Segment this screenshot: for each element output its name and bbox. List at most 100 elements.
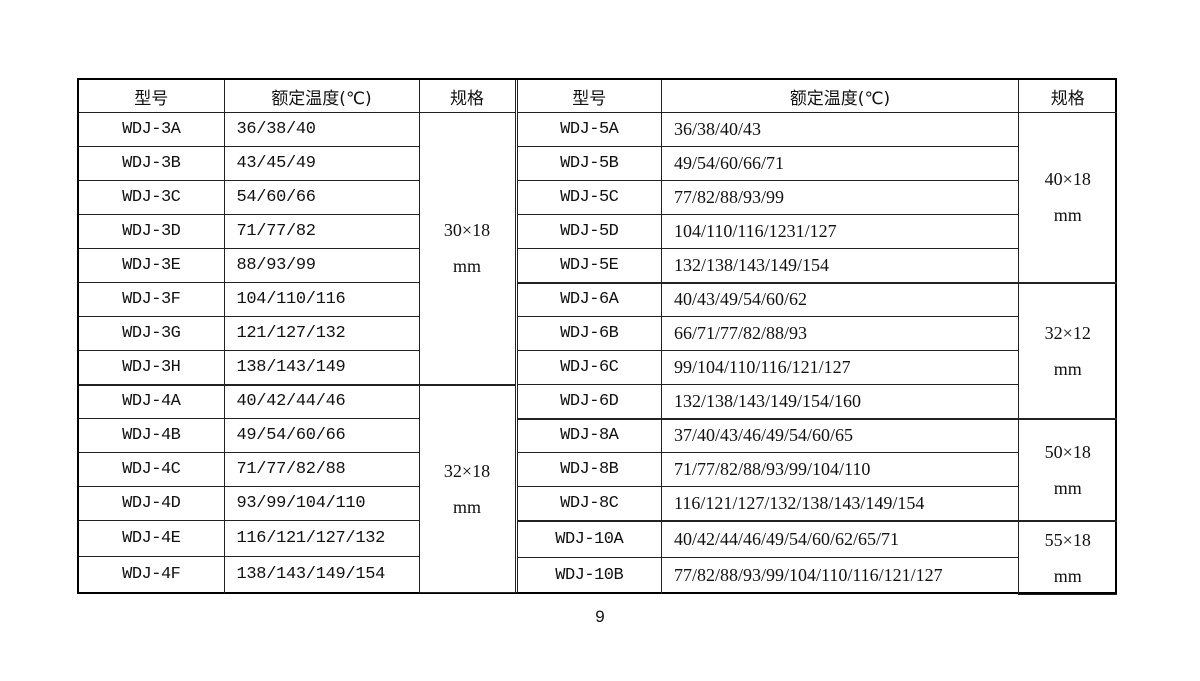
temp-cell: 99/104/110/116/121/127 xyxy=(661,350,1019,385)
table-row: WDJ-10A 40/42/44/46/49/54/60/62/65/71 55×1… xyxy=(517,519,1117,595)
temp-cell: 71/77/82/88/93/99/104/110 xyxy=(661,452,1019,487)
spec-line: 32×12 xyxy=(1044,322,1091,343)
model-cell: WDJ-3F xyxy=(79,282,225,317)
temp-cell: 104/110/116 xyxy=(223,282,419,317)
temp-cell: 37/40/43/46/49/54/60/65 xyxy=(661,417,1019,453)
table-row: WDJ-3A 36/38/40 30×18 mm xyxy=(79,112,516,385)
model-cell: WDJ-5B xyxy=(517,146,662,181)
table-row: WDJ-5D 104/110/116/1231/127 xyxy=(517,214,1117,249)
table-row: WDJ-4D 93/99/104/110 xyxy=(79,486,516,521)
spec-cell: 40×18 mm xyxy=(1018,112,1117,283)
table-row: WDJ-6D 132/138/143/149/154/160 xyxy=(517,384,1117,419)
table-row: WDJ-4F 138/143/149/154 xyxy=(79,556,516,593)
spec-line: 32×18 xyxy=(443,460,491,481)
temp-cell: 40/43/49/54/60/62 xyxy=(661,281,1019,317)
table-row: WDJ-3F 104/110/116 xyxy=(79,282,516,317)
table-row: WDJ-5A 36/38/40/43 40×18 mm xyxy=(517,112,1117,283)
temp-cell: 116/121/127/132 xyxy=(223,520,419,557)
model-cell: WDJ-6C xyxy=(517,350,662,385)
model-cell: WDJ-5A xyxy=(517,112,662,147)
model-cell: WDJ-10B xyxy=(517,556,662,594)
model-cell: WDJ-4D xyxy=(79,486,225,521)
temp-cell: 49/54/60/66 xyxy=(223,418,419,453)
right-table: 型号 额定温度(℃) 规格 WDJ-5A 36/38/40/43 40×18 mm WD… xyxy=(517,80,1117,595)
table-row: WDJ-3E 88/93/99 xyxy=(79,248,516,283)
table-row: WDJ-3G 121/127/132 xyxy=(79,316,516,351)
table-row: WDJ-4B 49/54/60/66 xyxy=(79,418,516,453)
model-cell: WDJ-10A xyxy=(517,519,662,558)
temp-cell: 138/143/149 xyxy=(223,350,419,385)
temp-cell: 132/138/143/149/154 xyxy=(661,248,1019,283)
spec-line: 50×18 xyxy=(1044,441,1091,462)
model-cell: WDJ-4F xyxy=(79,556,225,593)
header-temp: 额定温度(℃) xyxy=(661,80,1019,113)
temp-cell: 121/127/132 xyxy=(223,316,419,351)
spec-line: 30×18 xyxy=(443,220,491,241)
model-cell: WDJ-4C xyxy=(79,452,225,487)
spec-cell: 30×18 mm xyxy=(418,112,516,385)
spec-line: mm xyxy=(452,256,481,277)
header-temp: 额定温度(℃) xyxy=(223,80,420,113)
model-cell: WDJ-3A xyxy=(79,112,225,147)
model-cell: WDJ-8A xyxy=(517,417,662,453)
model-cell: WDJ-3D xyxy=(79,214,225,249)
temp-cell: 138/143/149/154 xyxy=(223,556,419,593)
model-cell: WDJ-3E xyxy=(79,248,225,283)
table-row: WDJ-10B 77/82/88/93/99/104/110/116/121/12… xyxy=(517,556,1117,594)
temp-cell: 77/82/88/93/99 xyxy=(661,180,1019,215)
table-row: WDJ-4C 71/77/82/88 xyxy=(79,452,516,487)
table-row: WDJ-3H 138/143/149 xyxy=(79,350,516,385)
spec-line: mm xyxy=(452,496,481,517)
spec-line: mm xyxy=(1053,565,1082,586)
temp-cell: 71/77/82 xyxy=(223,214,419,249)
table-row: WDJ-6A 40/43/49/54/60/62 32×12 mm xyxy=(517,281,1117,419)
table-row: WDJ-8C 116/121/127/132/138/143/149/154 xyxy=(517,486,1117,521)
model-cell: WDJ-4A xyxy=(79,383,225,419)
header-row: 型号 额定温度(℃) 规格 xyxy=(517,80,1117,113)
spec-line: 40×18 xyxy=(1044,169,1091,190)
temp-cell: 116/121/127/132/138/143/149/154 xyxy=(661,486,1019,521)
table-row: WDJ-3B 43/45/49 xyxy=(79,146,516,181)
temp-cell: 88/93/99 xyxy=(223,248,419,283)
table-row: WDJ-5B 49/54/60/66/71 xyxy=(517,146,1117,181)
table-row: WDJ-4A 40/42/44/46 32×18 mm xyxy=(79,383,516,593)
table-row: WDJ-6B 66/71/77/82/88/93 xyxy=(517,316,1117,351)
spec-line: mm xyxy=(1053,205,1082,226)
header-row: 型号 额定温度(℃) 规格 xyxy=(79,80,516,113)
model-cell: WDJ-4B xyxy=(79,418,225,453)
temp-cell: 54/60/66 xyxy=(223,180,419,215)
spec-line: mm xyxy=(1053,477,1082,498)
model-cell: WDJ-5D xyxy=(517,214,662,249)
temp-cell: 77/82/88/93/99/104/110/116/121/127 xyxy=(661,556,1019,594)
spec-cell: 32×18 mm xyxy=(418,383,516,593)
header-model: 型号 xyxy=(79,80,225,113)
temp-cell: 71/77/82/88 xyxy=(223,452,419,487)
model-cell: WDJ-8B xyxy=(517,452,662,487)
table-row: WDJ-8B 71/77/82/88/93/99/104/110 xyxy=(517,452,1117,487)
spec-cell: 55×18 mm xyxy=(1018,519,1117,595)
page-number: 9 xyxy=(595,607,605,626)
temp-cell: 93/99/104/110 xyxy=(223,486,419,521)
model-cell: WDJ-3B xyxy=(79,146,225,181)
header-spec: 规格 xyxy=(1018,80,1117,113)
model-cell: WDJ-8C xyxy=(517,486,662,521)
model-cell: WDJ-5E xyxy=(517,248,662,283)
temp-cell: 49/54/60/66/71 xyxy=(661,146,1019,181)
header-spec: 规格 xyxy=(418,80,516,113)
model-cell: WDJ-5C xyxy=(517,180,662,215)
temp-cell: 40/42/44/46 xyxy=(223,383,420,419)
temp-cell: 40/42/44/46/49/54/60/62/65/71 xyxy=(661,519,1019,558)
spec-line: mm xyxy=(1053,358,1082,379)
spec-cell: 32×12 mm xyxy=(1018,281,1117,419)
temp-cell: 43/45/49 xyxy=(223,146,419,181)
left-table: 型号 额定温度(℃) 规格 WDJ-3A 36/38/40 30×18 mm WDJ-3… xyxy=(79,80,518,593)
spec-table: 型号 额定温度(℃) 规格 WDJ-3A 36/38/40 30×18 mm WDJ-3… xyxy=(77,78,1117,595)
temp-cell: 132/138/143/149/154/160 xyxy=(661,384,1019,419)
table-row: WDJ-6C 99/104/110/116/121/127 xyxy=(517,350,1117,385)
model-cell: WDJ-3C xyxy=(79,180,225,215)
table-row: WDJ-8A 37/40/43/46/49/54/60/65 50×18 mm xyxy=(517,417,1117,521)
temp-cell: 36/38/40 xyxy=(223,112,420,147)
model-cell: WDJ-3G xyxy=(79,316,225,351)
model-cell: WDJ-3H xyxy=(79,350,225,385)
temp-cell: 104/110/116/1231/127 xyxy=(661,214,1019,249)
